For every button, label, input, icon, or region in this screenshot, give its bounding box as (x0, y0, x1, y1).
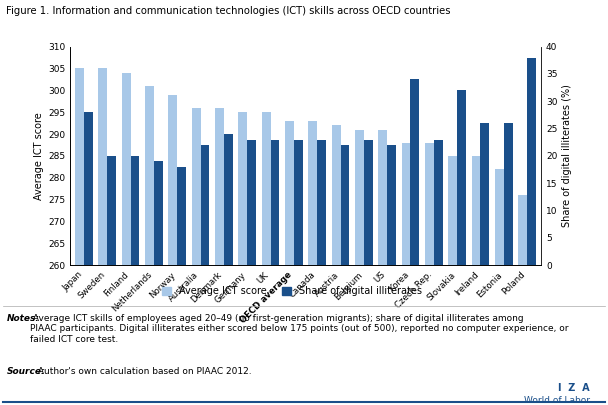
Bar (355, 130, 364, 405)
Bar (131, 156, 139, 405)
Bar (340, 145, 350, 405)
Bar (527, 58, 536, 405)
Bar (518, 195, 527, 405)
Bar (168, 95, 177, 405)
Bar (457, 90, 466, 405)
Y-axis label: Share of digital illiterates (%): Share of digital illiterates (%) (562, 85, 572, 227)
Bar (378, 130, 387, 405)
Bar (201, 145, 209, 405)
Bar (154, 162, 163, 405)
Bar (238, 112, 247, 405)
Bar (387, 145, 396, 405)
Bar (215, 108, 224, 405)
Bar (504, 123, 513, 405)
Bar (192, 108, 201, 405)
Bar (448, 156, 457, 405)
Bar (308, 121, 317, 405)
Bar (410, 79, 420, 405)
Text: I  Z  A: I Z A (558, 383, 590, 393)
Bar (480, 123, 489, 405)
Text: Figure 1. Information and communication technologies (ICT) skills across OECD co: Figure 1. Information and communication … (6, 6, 451, 16)
Text: Source:: Source: (7, 367, 46, 375)
Bar (402, 143, 410, 405)
Bar (177, 167, 186, 405)
Bar (434, 140, 443, 405)
Bar (145, 86, 154, 405)
Bar (98, 68, 107, 405)
Bar (331, 125, 340, 405)
Bar (84, 112, 93, 405)
Bar (294, 140, 303, 405)
Text: World of Labor: World of Labor (523, 396, 590, 405)
Bar (425, 143, 434, 405)
Bar (285, 121, 294, 405)
Bar (122, 73, 131, 405)
Bar (472, 156, 480, 405)
Bar (495, 169, 504, 405)
Text: Author's own calculation based on PIAAC 2012.: Author's own calculation based on PIAAC … (35, 367, 252, 375)
Text: Notes:: Notes: (7, 314, 40, 323)
Text: Average ICT skills of employees aged 20–49 (no first-generation migrants); share: Average ICT skills of employees aged 20–… (30, 314, 569, 344)
Bar (364, 140, 373, 405)
Bar (224, 134, 233, 405)
Bar (247, 140, 256, 405)
Bar (107, 156, 116, 405)
Legend: Average ICT score, Share of digital illiterates: Average ICT score, Share of digital illi… (162, 286, 422, 296)
Bar (317, 140, 326, 405)
Bar (271, 140, 280, 405)
Bar (261, 112, 271, 405)
Y-axis label: Average ICT score: Average ICT score (33, 112, 44, 200)
Bar (75, 68, 84, 405)
